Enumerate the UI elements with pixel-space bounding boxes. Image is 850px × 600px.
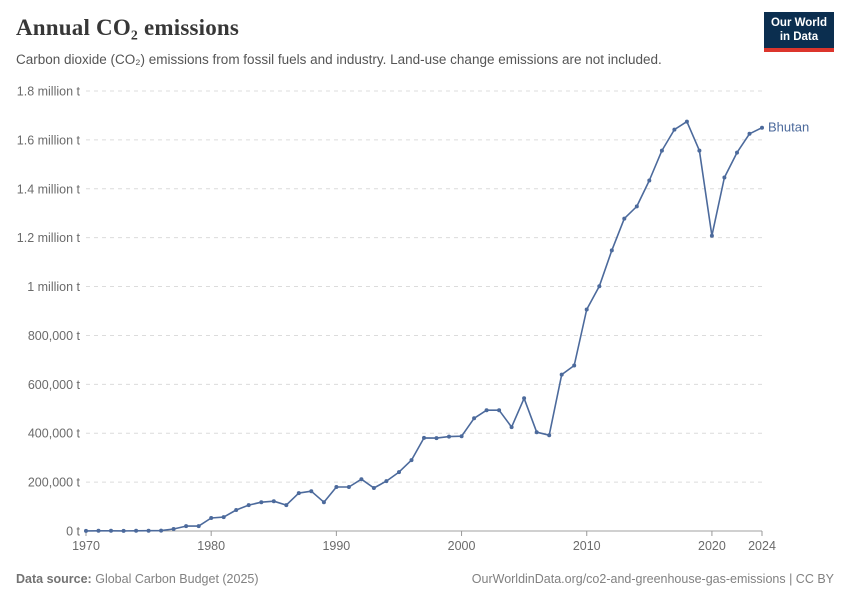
data-point[interactable] — [647, 178, 652, 183]
data-point[interactable] — [184, 524, 189, 529]
data-point[interactable] — [422, 435, 426, 440]
data-point[interactable] — [584, 307, 589, 312]
data-point[interactable] — [672, 127, 677, 132]
x-tick-label: 1980 — [197, 539, 225, 553]
y-tick-label: 1.6 million t — [17, 133, 81, 147]
data-point[interactable] — [547, 433, 552, 438]
y-tick-label: 0 t — [66, 525, 80, 539]
data-point[interactable] — [171, 527, 176, 531]
data-point[interactable] — [384, 479, 389, 484]
data-point[interactable] — [196, 524, 201, 529]
data-point[interactable] — [709, 233, 714, 238]
data-point[interactable] — [221, 515, 226, 520]
x-tick-label: 2000 — [448, 539, 476, 553]
data-point[interactable] — [359, 477, 364, 482]
data-source-label: Data source: — [16, 572, 92, 586]
x-tick-label: 1990 — [322, 539, 350, 553]
data-point[interactable] — [109, 528, 113, 533]
data-point[interactable] — [484, 408, 489, 413]
footer-separator: | — [785, 572, 796, 586]
data-point[interactable] — [522, 396, 527, 401]
data-point[interactable] — [597, 284, 602, 289]
data-source-value: Global Carbon Budget (2025) — [95, 572, 259, 586]
chart-footer: Data source: Global Carbon Budget (2025)… — [16, 572, 834, 586]
data-point[interactable] — [234, 508, 239, 512]
x-tick-label: 1970 — [72, 539, 100, 553]
data-point[interactable] — [121, 528, 126, 533]
footer-url[interactable]: OurWorldinData.org/co2-and-greenhouse-ga… — [471, 572, 786, 586]
data-point[interactable] — [321, 500, 326, 505]
emissions-line — [85, 120, 763, 532]
series-label: Bhutan — [768, 120, 809, 135]
footer-links: OurWorldinData.org/co2-and-greenhouse-ga… — [472, 572, 834, 586]
data-point[interactable] — [346, 485, 351, 489]
data-point[interactable] — [684, 119, 689, 124]
owid-logo-line2: in Data — [779, 30, 819, 43]
data-point[interactable] — [209, 516, 214, 520]
y-tick-label: 200,000 t — [28, 476, 81, 490]
y-tick-label: 400,000 t — [28, 427, 81, 441]
x-tick-label: 2024 — [748, 539, 776, 553]
y-tick-label: 1.2 million t — [17, 231, 81, 245]
data-point[interactable] — [334, 485, 339, 489]
data-point[interactable] — [659, 148, 664, 153]
chart-title: Annual CO₂ emissions — [16, 15, 240, 40]
owid-logo-line1: Our World — [770, 17, 827, 29]
data-point[interactable] — [296, 491, 301, 496]
data-point[interactable] — [459, 434, 464, 439]
y-tick-label: 600,000 t — [28, 378, 81, 392]
data-point[interactable] — [96, 528, 101, 533]
y-tick-label: 800,000 t — [28, 329, 81, 343]
data-source: Data source: Global Carbon Budget (2025) — [16, 572, 259, 586]
data-point[interactable] — [722, 175, 727, 180]
data-point[interactable] — [259, 500, 264, 505]
data-point[interactable] — [434, 436, 439, 441]
data-point[interactable] — [409, 458, 414, 463]
data-point[interactable] — [246, 503, 251, 508]
data-point[interactable] — [622, 216, 627, 221]
data-point[interactable] — [509, 425, 514, 430]
footer-license[interactable]: CC BY — [795, 572, 834, 586]
data-point[interactable] — [609, 248, 614, 253]
data-point[interactable] — [284, 503, 289, 508]
chart-subtitle: Carbon dioxide (CO₂) emissions from foss… — [16, 52, 662, 67]
data-point[interactable] — [497, 408, 502, 413]
data-point[interactable] — [572, 363, 577, 368]
data-point[interactable] — [84, 528, 88, 533]
data-point[interactable] — [559, 372, 564, 377]
data-point[interactable] — [371, 486, 376, 490]
data-point[interactable] — [447, 434, 451, 439]
data-point[interactable] — [747, 131, 752, 136]
data-point[interactable] — [534, 430, 539, 435]
data-point[interactable] — [146, 528, 151, 533]
y-tick-label: 1 million t — [27, 280, 80, 294]
owid-logo[interactable]: Our World in Data — [763, 12, 834, 52]
data-point[interactable] — [735, 150, 739, 155]
data-point[interactable] — [760, 125, 764, 130]
data-point[interactable] — [634, 204, 639, 209]
data-point[interactable] — [397, 470, 401, 475]
data-point[interactable] — [271, 499, 276, 504]
y-tick-label: 1.4 million t — [17, 182, 81, 196]
data-point[interactable] — [697, 148, 702, 153]
data-point[interactable] — [309, 489, 314, 494]
y-tick-label: 1.8 million t — [17, 85, 81, 99]
x-tick-label: 2010 — [573, 539, 601, 553]
data-point[interactable] — [472, 416, 477, 421]
x-tick-label: 2020 — [698, 539, 726, 553]
data-point[interactable] — [134, 528, 139, 533]
data-point[interactable] — [159, 528, 164, 533]
